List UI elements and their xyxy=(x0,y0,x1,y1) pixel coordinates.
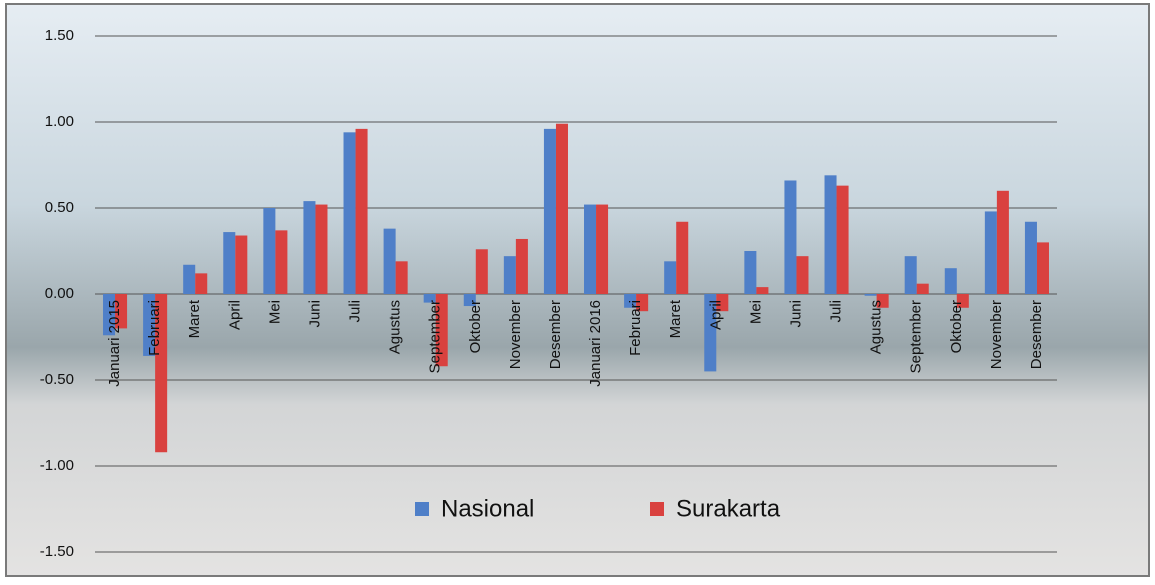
bar xyxy=(103,294,116,336)
x-tick-label: November xyxy=(507,300,524,369)
bar xyxy=(343,132,356,294)
legend-label: Surakarta xyxy=(676,495,781,522)
bar xyxy=(115,294,128,329)
bar xyxy=(836,185,849,294)
x-tick-label: Februari xyxy=(146,300,163,356)
x-tick-label: Mei xyxy=(266,300,283,324)
legend-swatch xyxy=(650,502,664,516)
x-tick-label: Oktober xyxy=(948,300,965,353)
bar xyxy=(1024,221,1037,294)
chart-background xyxy=(5,3,1150,577)
bar xyxy=(475,249,488,294)
bar xyxy=(395,261,408,294)
bar xyxy=(944,268,957,294)
bar xyxy=(555,123,568,294)
bar xyxy=(664,261,677,294)
y-tick-label: 1.50 xyxy=(45,27,74,44)
bar xyxy=(956,294,969,308)
bar xyxy=(423,294,436,303)
bar xyxy=(275,230,288,294)
y-tick-label: -1.00 xyxy=(40,457,74,474)
x-tick-label: Juli xyxy=(828,300,845,323)
bar xyxy=(584,204,597,294)
y-tick-label: 1.00 xyxy=(45,113,74,130)
bar xyxy=(904,256,917,294)
x-tick-label: Maret xyxy=(186,299,203,338)
bar xyxy=(716,294,729,312)
x-tick-label: Maret xyxy=(667,299,684,338)
x-tick-label: Desember xyxy=(547,300,564,369)
x-tick-label: Agustus xyxy=(868,300,885,354)
bar xyxy=(263,208,276,294)
bar xyxy=(916,283,929,294)
bar xyxy=(876,294,889,308)
y-tick-label: -0.50 xyxy=(40,371,74,388)
bar xyxy=(756,287,769,294)
bar xyxy=(235,235,248,294)
x-tick-label: Mei xyxy=(747,300,764,324)
x-tick-label: November xyxy=(988,300,1005,369)
bar xyxy=(183,264,196,294)
x-tick-label: September xyxy=(427,300,444,373)
bar xyxy=(143,294,156,356)
bar xyxy=(676,221,689,294)
x-tick-label: Juni xyxy=(787,300,804,328)
bar xyxy=(984,211,997,294)
bar xyxy=(315,204,328,294)
x-tick-label: April xyxy=(707,300,724,330)
x-tick-label: Februari xyxy=(627,300,644,356)
x-tick-label: September xyxy=(908,300,925,373)
bar xyxy=(223,232,236,294)
y-tick-label: -1.50 xyxy=(40,543,74,560)
legend-swatch xyxy=(415,502,429,516)
bar xyxy=(1036,242,1049,294)
y-tick-label: 0.00 xyxy=(45,285,74,302)
bar xyxy=(515,238,528,294)
bar xyxy=(996,190,1009,294)
x-tick-label: Agustus xyxy=(387,300,404,354)
bar xyxy=(503,256,516,294)
x-tick-label: Januari 2016 xyxy=(587,300,604,387)
x-tick-label: Januari 2015 xyxy=(106,300,123,387)
x-tick-label: Oktober xyxy=(467,300,484,353)
bar xyxy=(864,294,877,296)
bar xyxy=(636,294,649,312)
bar xyxy=(383,228,396,294)
bar xyxy=(435,294,448,367)
x-tick-label: April xyxy=(226,300,243,330)
bar xyxy=(796,256,809,294)
bar xyxy=(596,204,609,294)
bar xyxy=(355,128,368,294)
bar xyxy=(784,180,797,294)
bar xyxy=(155,294,168,453)
y-tick-label: 0.50 xyxy=(45,199,74,216)
x-tick-label: Juli xyxy=(347,300,364,323)
bar xyxy=(824,175,837,294)
legend-label: Nasional xyxy=(441,495,534,522)
x-tick-label: Desember xyxy=(1028,300,1045,369)
bar xyxy=(543,128,556,294)
bar xyxy=(303,201,316,294)
bar xyxy=(195,273,208,294)
bar xyxy=(624,294,637,308)
x-tick-label: Juni xyxy=(306,300,323,328)
bar xyxy=(463,294,476,307)
bar xyxy=(704,294,717,372)
bar xyxy=(744,251,757,294)
